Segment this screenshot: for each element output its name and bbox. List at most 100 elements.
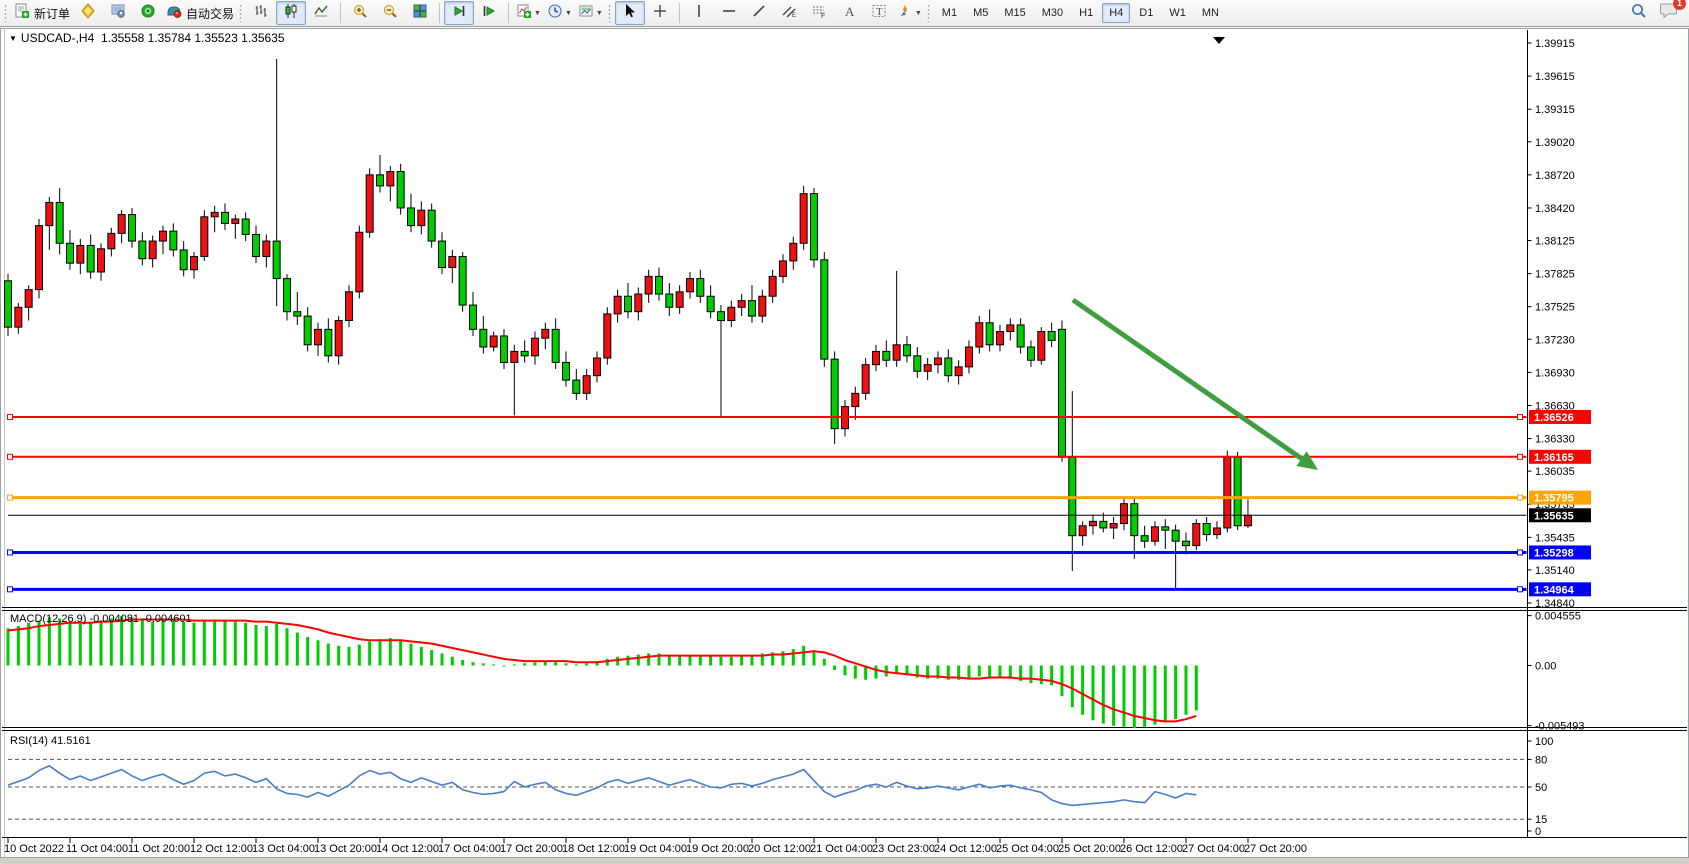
candle-body — [365, 174, 374, 233]
chevron-down-icon: ▼ — [595, 9, 603, 17]
price-line-handle[interactable] — [7, 586, 13, 593]
price-line-handle[interactable] — [1517, 453, 1523, 460]
macd-bar — [378, 639, 382, 666]
macd-bar — [864, 665, 868, 680]
equidistant-channel-button[interactable]: E — [774, 1, 804, 25]
notifications-button[interactable]: 1 — [1660, 0, 1686, 24]
svg-text:E: E — [792, 13, 796, 19]
price-line-handle[interactable] — [1517, 413, 1523, 420]
candle — [427, 203, 436, 248]
price-line-handle[interactable] — [7, 549, 13, 556]
candle-body — [1171, 529, 1180, 542]
timeframe-h4[interactable]: H4 — [1102, 3, 1131, 23]
macd-bar — [988, 665, 992, 677]
toolbar-grip[interactable] — [4, 4, 7, 22]
macd-bar — [1101, 665, 1105, 724]
timeframe-h1[interactable]: H1 — [1079, 7, 1094, 19]
timeframe-m5[interactable]: M5 — [973, 7, 989, 19]
templates-button[interactable]: ▼ — [575, 1, 606, 25]
price-line-label: 1.34964 — [1534, 584, 1575, 596]
candle — [1047, 322, 1056, 347]
toolbar-grip[interactable] — [607, 4, 611, 22]
price-line-label: 1.35795 — [1534, 493, 1574, 505]
macd-bar — [616, 656, 620, 666]
candle — [820, 252, 829, 367]
symbol-period: USDCAD-,H4 — [20, 31, 95, 45]
timeframe-d1[interactable]: D1 — [1139, 7, 1154, 19]
price-line-handle[interactable] — [1517, 586, 1523, 593]
search-icon[interactable] — [1630, 2, 1648, 25]
candle-body — [241, 218, 250, 235]
candle — [1223, 450, 1232, 533]
candle — [1026, 340, 1035, 367]
toolbar-grip[interactable] — [926, 4, 930, 22]
candle-body — [437, 240, 446, 269]
chart-shift-marker[interactable] — [1213, 37, 1225, 44]
candle-body — [995, 331, 1004, 346]
candle — [1161, 519, 1170, 549]
trend-arrow-line[interactable] — [1071, 297, 1308, 465]
arrows-button[interactable]: ▼ — [894, 1, 925, 25]
candle — [541, 322, 550, 350]
price-line-handle[interactable] — [7, 494, 13, 501]
line-chart-button[interactable] — [306, 1, 336, 25]
chart-shift-button[interactable] — [474, 1, 504, 25]
chart-menu-triangle-icon[interactable]: ▼ — [9, 34, 17, 43]
auto-scroll-button[interactable] — [444, 1, 475, 25]
horizontal-line-button[interactable] — [714, 1, 744, 25]
text-label-button[interactable]: T — [864, 1, 894, 25]
text-button[interactable]: A — [834, 1, 864, 25]
timeframe-w1[interactable]: W1 — [1169, 7, 1186, 19]
cursor-icon — [622, 3, 638, 24]
candle — [603, 307, 612, 365]
macd-bar — [1174, 665, 1178, 720]
timeframe-m1[interactable]: M1 — [941, 7, 958, 19]
toolbar-grip[interactable] — [239, 4, 243, 22]
chart-profiles-button[interactable] — [73, 1, 103, 25]
new-order-button[interactable]: 新订单 — [11, 1, 73, 25]
timeframe-mn[interactable]: MN — [1201, 7, 1219, 19]
zoom-out-button[interactable] — [375, 1, 405, 25]
autotrading-button[interactable]: 自动交易 — [163, 1, 237, 25]
zoom-in-button[interactable] — [345, 1, 375, 25]
date-label: 12 Oct 12:00 — [190, 843, 253, 855]
bar-chart-button[interactable] — [246, 1, 276, 25]
autotrading-label: 自动交易 — [186, 6, 235, 21]
date-label: 24 Oct 12:00 — [934, 843, 997, 855]
candle-body — [169, 230, 178, 251]
candle — [913, 347, 922, 378]
market-watch-button[interactable] — [103, 1, 133, 25]
navigator-button[interactable] — [133, 1, 163, 25]
trend-arrow[interactable] — [1071, 297, 1318, 470]
candle — [324, 318, 333, 363]
trendline-button[interactable] — [744, 1, 774, 25]
candle — [654, 267, 663, 301]
price-line-handle[interactable] — [7, 453, 13, 460]
macd-bar — [884, 665, 888, 677]
cursor-button[interactable] — [614, 1, 645, 25]
price-line-handle[interactable] — [1517, 494, 1523, 501]
timeframe-m30[interactable]: M30 — [1041, 7, 1064, 19]
vertical-line-button[interactable] — [684, 1, 714, 25]
macd-bar — [450, 656, 454, 666]
candle — [551, 318, 560, 370]
macd-bar — [936, 665, 940, 679]
periods-button[interactable]: ▼ — [544, 1, 575, 25]
price-line-handle[interactable] — [7, 413, 13, 420]
macd-bar — [1070, 665, 1074, 708]
text-label-icon: T — [871, 3, 887, 24]
timeframe-m15[interactable]: M15 — [1004, 7, 1026, 19]
candle — [220, 203, 229, 231]
price-line-handle[interactable] — [1517, 549, 1523, 556]
tile-windows-button[interactable] — [405, 1, 435, 25]
fibonacci-button[interactable]: F — [804, 1, 834, 25]
candle — [231, 214, 240, 239]
candlestick-chart-button[interactable] — [276, 1, 307, 25]
price-axis-label: 1.39615 — [1535, 71, 1575, 83]
crosshair-button[interactable] — [645, 1, 675, 25]
macd-bar — [1122, 665, 1126, 727]
candle-body — [427, 209, 436, 242]
indicators-button[interactable]: ▼ — [513, 1, 544, 25]
macd-bar — [27, 622, 31, 666]
